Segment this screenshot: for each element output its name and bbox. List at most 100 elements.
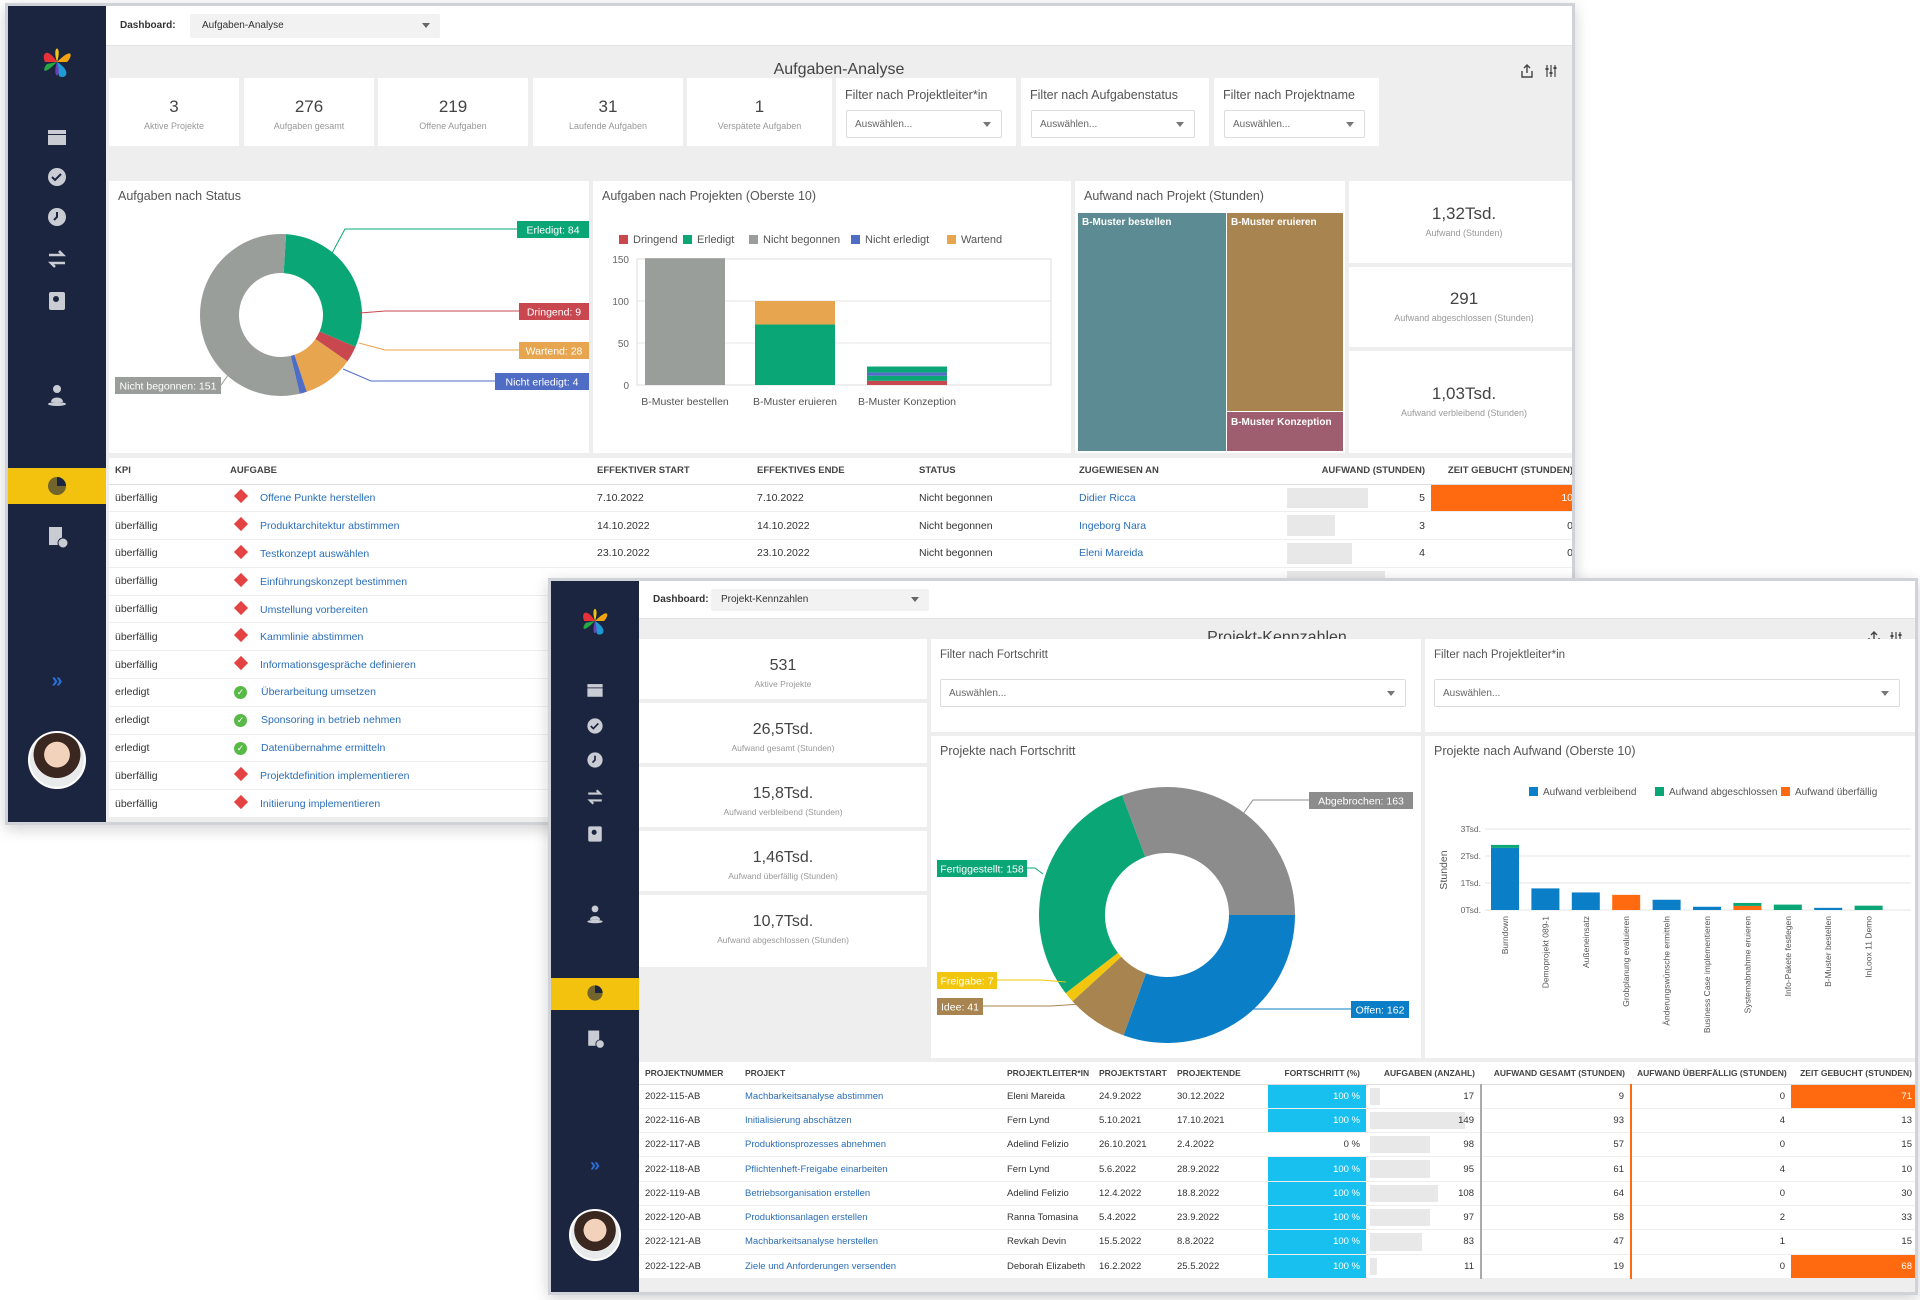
assignee-link[interactable]: Eleni Mareida [1079,547,1144,560]
task-link[interactable]: Sponsoring in betrieb nehmen [261,713,402,726]
table-row[interactable]: 2022-122-AB Ziele und Anforderungen verse… [639,1254,1915,1279]
project-link[interactable]: Ziele und Anforderungen versenden [745,1260,897,1272]
bar[interactable] [1571,892,1600,910]
time-icon[interactable] [44,204,70,230]
table-row[interactable]: 2022-119-AB Betriebsorganisation erstelle… [639,1181,1915,1206]
task-link[interactable]: Überarbeitung umsetzen [261,685,376,698]
share-icon[interactable] [1520,64,1534,78]
contacts-icon[interactable] [584,823,606,845]
time-icon[interactable] [584,749,606,771]
donut-slice[interactable] [199,234,300,396]
bar[interactable] [1652,899,1681,910]
task-link[interactable]: Datenübernahme ermitteln [261,741,386,754]
column-header[interactable]: ZUGEWIESEN AN [1073,458,1283,485]
table-row[interactable]: 2022-117-AB Produktionsprozesses abnehmen… [639,1132,1915,1158]
column-header[interactable]: KPI [109,458,224,485]
donut-slice[interactable] [283,234,362,347]
donut-slice[interactable] [1072,956,1146,1036]
project-link[interactable]: Produktionsprozesses abnehmen [745,1139,887,1151]
dashboard-select[interactable]: Projekt-Kennzahlen [711,589,929,611]
filter-settings-icon[interactable] [1544,64,1558,78]
task-link[interactable]: Testkonzept auswählen [260,547,370,560]
user-icon[interactable] [584,903,606,925]
bar-segment[interactable] [867,375,947,381]
column-header[interactable]: EFFEKTIVER START [591,458,751,485]
tasks-icon[interactable] [584,715,606,737]
expand-sidebar-icon[interactable]: » [589,1155,600,1175]
bar-segment[interactable] [1733,902,1762,906]
treemap-cell-c[interactable]: B-Muster Konzeption [1227,412,1343,451]
task-link[interactable]: Kammlinie abstimmen [260,631,364,644]
table-row[interactable]: 2022-121-AB Machbarkeitsanalyse herstelle… [639,1229,1915,1255]
project-link[interactable]: Machbarkeitsanalyse herstellen [745,1236,879,1248]
task-link[interactable]: Umstellung vorbereiten [260,603,368,616]
contacts-icon[interactable] [44,288,70,314]
column-header[interactable]: AUFGABEN (ANZAHL) [1366,1062,1481,1085]
donut-slice[interactable] [315,331,356,362]
bar-segment[interactable] [1491,844,1519,848]
task-link[interactable]: Projektdefinition implementieren [260,770,410,783]
expand-sidebar-icon[interactable]: » [51,670,63,692]
bar-segment[interactable] [867,380,947,385]
task-link[interactable]: Initiierung implementieren [260,798,381,811]
table-row[interactable]: 2022-116-AB Initialisierung abschätzen Fer… [639,1108,1915,1134]
projects-icon[interactable] [584,679,606,701]
bar-segment[interactable] [867,366,947,373]
table-row[interactable]: 2022-118-AB Pflichtenheft-Freigabe einarb… [639,1156,1915,1182]
pie-chart-icon[interactable] [44,473,70,499]
app-logo-icon[interactable] [37,42,77,82]
column-header[interactable]: PROJEKTLEITER*IN [1001,1062,1093,1085]
column-header[interactable]: ZEIT GEBUCHT (STUNDEN) [1431,458,1572,485]
treemap-cell-a[interactable]: B-Muster bestellen [1078,213,1226,451]
assignee-link[interactable]: Didier Ricca [1079,491,1136,504]
pie-chart-icon[interactable] [584,982,606,1004]
avatar[interactable] [28,731,86,789]
bar-segment[interactable] [755,324,835,385]
swap-icon[interactable] [44,246,70,272]
project-link[interactable]: Machbarkeitsanalyse abstimmen [745,1090,884,1102]
filter-select[interactable]: Auswählen... [1434,679,1900,707]
report-info-icon[interactable] [584,1028,606,1050]
column-header[interactable]: PROJEKT [739,1062,1001,1085]
table-row[interactable]: 2022-120-AB Produktionsanlagen erstellen R… [639,1205,1915,1231]
dashboard-select[interactable]: Aufgaben-Analyse [190,14,440,38]
filter-select[interactable]: Auswählen... [1224,110,1365,138]
bar[interactable] [1531,888,1560,910]
column-header[interactable]: PROJEKTNUMMER [639,1062,739,1085]
column-header[interactable]: AUFWAND GESAMT (STUNDEN) [1481,1062,1631,1085]
project-link[interactable]: Betriebsorganisation erstellen [745,1187,871,1199]
column-header[interactable]: AUFGABE [224,458,591,485]
donut-slice[interactable] [290,354,307,394]
assignee-link[interactable]: Ingeborg Nara [1079,519,1147,532]
donut-slice[interactable] [1123,915,1295,1043]
bar[interactable] [1814,907,1843,910]
column-header[interactable]: FORTSCHRITT (%) [1268,1062,1366,1085]
donut-slice[interactable] [1122,787,1295,915]
table-row[interactable]: überfällig Produktarchitektur abstimmen 14… [109,511,1572,541]
treemap-cell-b[interactable]: B-Muster eruieren [1227,213,1343,411]
project-link[interactable]: Produktionsanlagen erstellen [745,1212,868,1224]
task-link[interactable]: Einführungskonzept bestimmen [260,575,408,588]
filter-select[interactable]: Auswählen... [1031,110,1195,138]
bar-segment[interactable] [755,301,835,325]
column-header[interactable]: STATUS [913,458,1073,485]
donut-slice[interactable] [294,339,348,392]
column-header[interactable]: ZEIT GEBUCHT (STUNDEN) [1791,1062,1915,1085]
bar[interactable] [1491,847,1519,910]
column-header[interactable]: AUFWAND (STUNDEN) [1283,458,1431,485]
avatar[interactable] [569,1209,621,1261]
task-link[interactable]: Offene Punkte herstellen [260,492,376,505]
projects-icon[interactable] [44,124,70,150]
table-row[interactable]: 2022-115-AB Machbarkeitsanalyse abstimmen… [639,1084,1915,1109]
app-logo-icon[interactable] [577,603,613,639]
project-link[interactable]: Initialisierung abschätzen [745,1114,852,1126]
bar-segment[interactable] [645,258,725,385]
bar[interactable] [1612,894,1641,910]
report-info-icon[interactable] [44,524,70,550]
donut-slice[interactable] [1039,795,1146,994]
column-header[interactable]: EFFEKTIVES ENDE [751,458,913,485]
bar[interactable] [1854,905,1883,910]
bar[interactable] [1773,904,1802,910]
filter-select[interactable]: Auswählen... [940,679,1406,707]
task-link[interactable]: Informationsgespräche definieren [260,659,416,672]
